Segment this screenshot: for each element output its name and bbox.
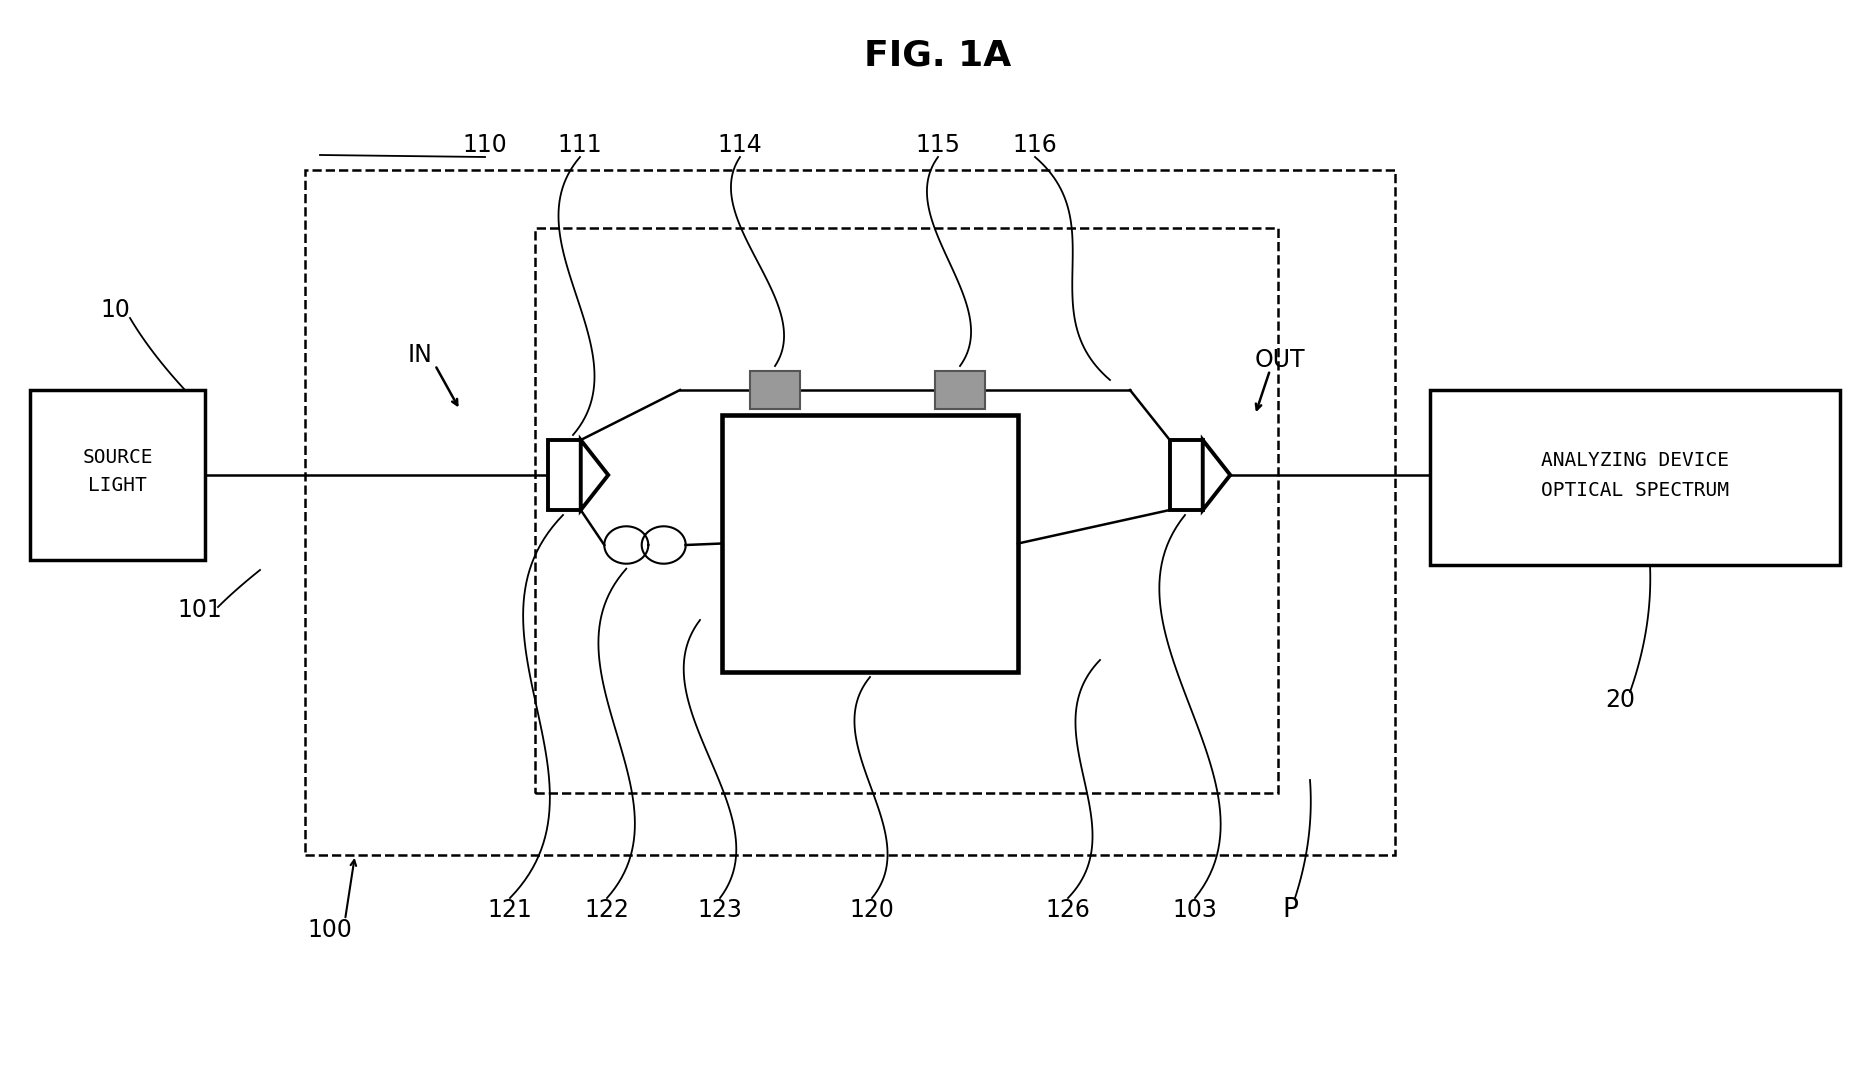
Text: IN: IN xyxy=(407,343,433,367)
Polygon shape xyxy=(1203,440,1231,509)
Text: 110: 110 xyxy=(463,133,507,157)
Bar xyxy=(934,371,985,409)
Bar xyxy=(750,371,799,409)
Text: 101: 101 xyxy=(178,598,223,622)
Bar xyxy=(306,170,1396,855)
Text: FIG. 1A: FIG. 1A xyxy=(865,38,1011,72)
Bar xyxy=(548,440,582,509)
Text: OUT: OUT xyxy=(1255,348,1306,372)
Text: 111: 111 xyxy=(557,133,602,157)
Text: 121: 121 xyxy=(488,898,533,922)
Text: 103: 103 xyxy=(1172,898,1218,922)
Bar xyxy=(535,228,1278,793)
Text: 123: 123 xyxy=(698,898,743,922)
Text: OPTICAL SPECTRUM: OPTICAL SPECTRUM xyxy=(1540,481,1730,500)
Bar xyxy=(30,389,204,560)
Text: 114: 114 xyxy=(719,133,762,157)
Text: 115: 115 xyxy=(915,133,961,157)
Text: LIGHT: LIGHT xyxy=(88,476,146,494)
Bar xyxy=(1171,440,1203,509)
Text: 10: 10 xyxy=(99,298,129,322)
Text: 126: 126 xyxy=(1045,898,1090,922)
Bar xyxy=(1430,389,1840,565)
Text: 100: 100 xyxy=(308,918,353,942)
Text: 122: 122 xyxy=(585,898,630,922)
Text: 20: 20 xyxy=(1606,688,1636,712)
Text: ANALYZING DEVICE: ANALYZING DEVICE xyxy=(1540,451,1730,470)
Bar xyxy=(722,415,1019,672)
Text: SOURCE: SOURCE xyxy=(83,447,152,467)
Text: P: P xyxy=(1281,897,1298,923)
Text: 120: 120 xyxy=(850,898,895,922)
Polygon shape xyxy=(582,440,608,509)
Text: 116: 116 xyxy=(1013,133,1058,157)
